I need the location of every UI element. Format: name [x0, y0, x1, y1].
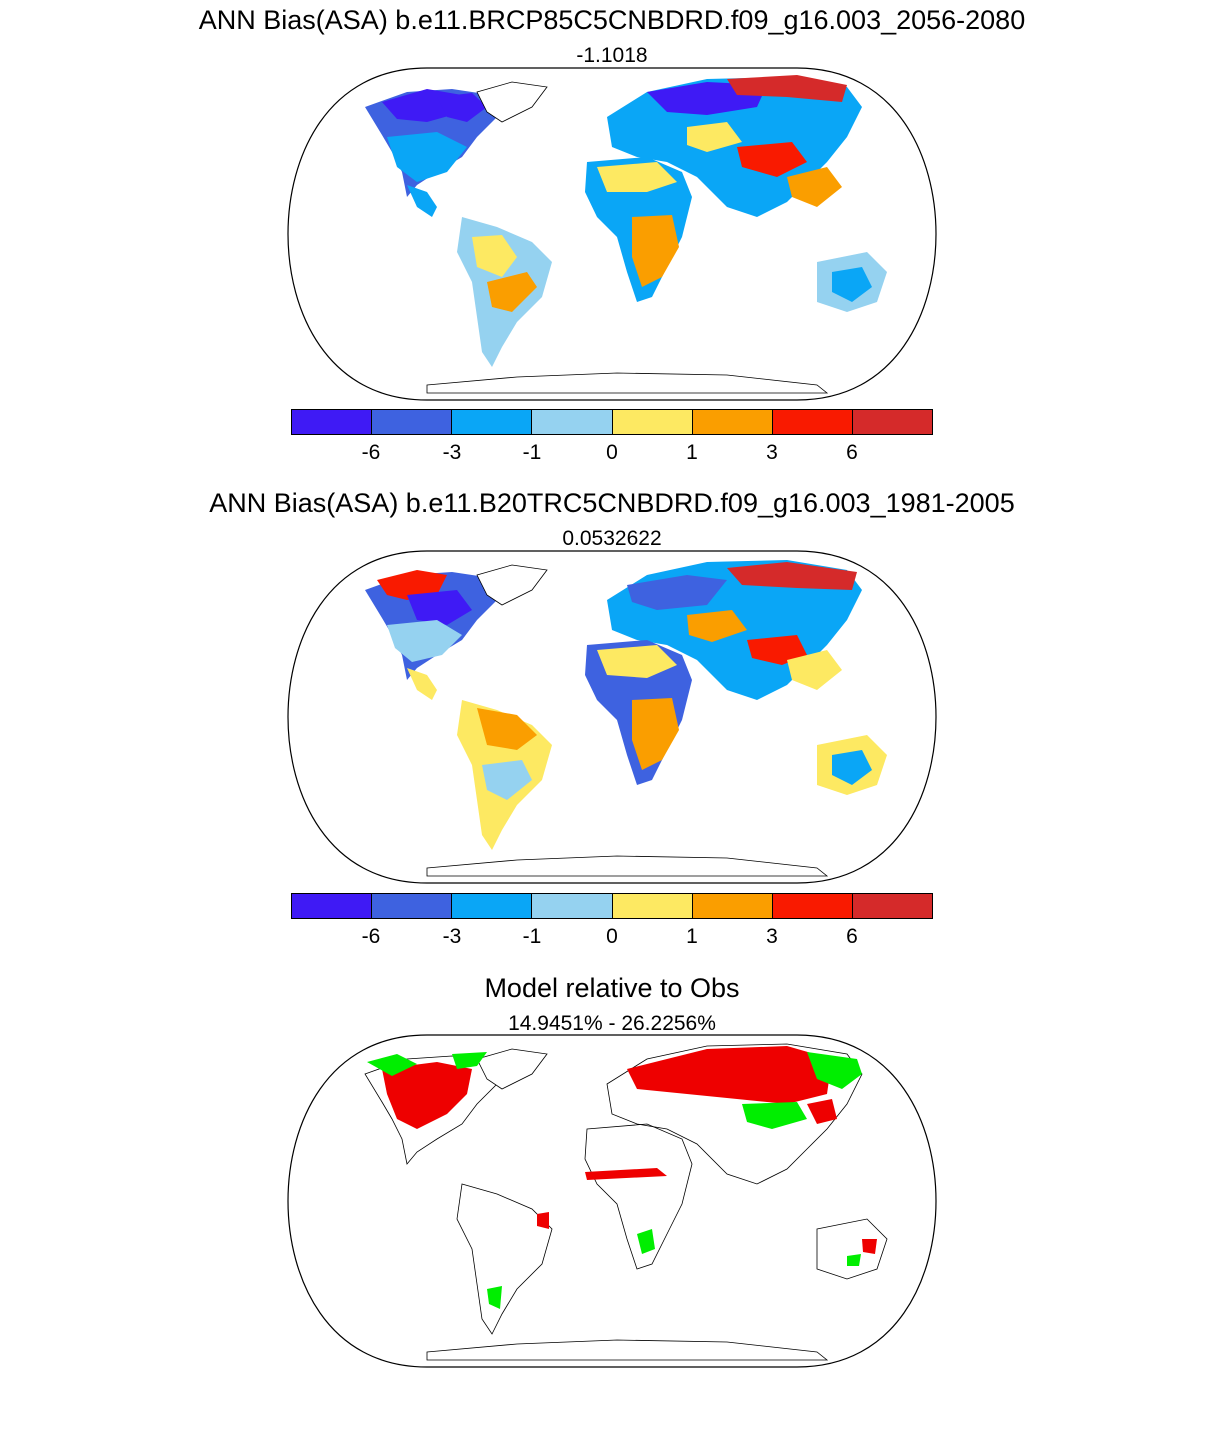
colorbar-tick-label: -3: [442, 925, 462, 948]
colorbar-tick-label: 6: [846, 441, 858, 464]
panel3-map: [287, 1034, 937, 1368]
colorbar-segment: [372, 894, 453, 918]
panel1-colorbar: [291, 409, 933, 435]
panel2-subtitle: 0.0532622: [562, 527, 662, 550]
colorbar-tick-label: 0: [606, 925, 618, 948]
colorbar-tick-label: 1: [686, 925, 698, 948]
colorbar-tick-label: -6: [361, 925, 381, 948]
colorbar-tick-label: -1: [522, 441, 542, 464]
model-vs-obs-field: [364, 1043, 888, 1361]
colorbar-tick-label: 1: [686, 441, 698, 464]
colorbar-segment: [692, 410, 773, 434]
colorbar-segment: [532, 410, 613, 434]
colorbar-segment: [452, 410, 533, 434]
land-bias-field: [365, 560, 887, 877]
colorbar-tick-label: 3: [766, 441, 778, 464]
colorbar-segment: [852, 894, 932, 918]
colorbar-segment: [532, 894, 613, 918]
panel1-title: ANN Bias(ASA) b.e11.BRCP85C5CNBDRD.f09_g…: [198, 5, 1026, 35]
colorbar-segment: [372, 410, 453, 434]
colorbar-tick-label: -6: [361, 441, 381, 464]
colorbar-segment: [772, 410, 853, 434]
colorbar-segment: [292, 894, 373, 918]
colorbar-segment: [452, 894, 533, 918]
panel2-colorbar: [291, 893, 933, 919]
panel1-map: [287, 67, 937, 401]
land-bias-field: [365, 75, 887, 394]
panel3-title: Model relative to Obs: [484, 973, 740, 1003]
colorbar-segment: [692, 894, 773, 918]
colorbar-segment: [292, 410, 373, 434]
colorbar-tick-label: 0: [606, 441, 618, 464]
colorbar-segment: [772, 894, 853, 918]
colorbar-segment: [852, 410, 932, 434]
colorbar-tick-label: -3: [442, 441, 462, 464]
panel2-map: [287, 550, 937, 884]
colorbar-tick-label: -1: [522, 925, 542, 948]
colorbar-segment: [612, 410, 693, 434]
panel2-title: ANN Bias(ASA) b.e11.B20TRC5CNBDRD.f09_g1…: [209, 488, 1015, 518]
panel1-subtitle: -1.1018: [576, 44, 648, 67]
panel3-subtitle: 14.9451% - 26.2256%: [508, 1012, 716, 1035]
colorbar-segment: [612, 894, 693, 918]
colorbar-tick-label: 3: [766, 925, 778, 948]
colorbar-tick-label: 6: [846, 925, 858, 948]
